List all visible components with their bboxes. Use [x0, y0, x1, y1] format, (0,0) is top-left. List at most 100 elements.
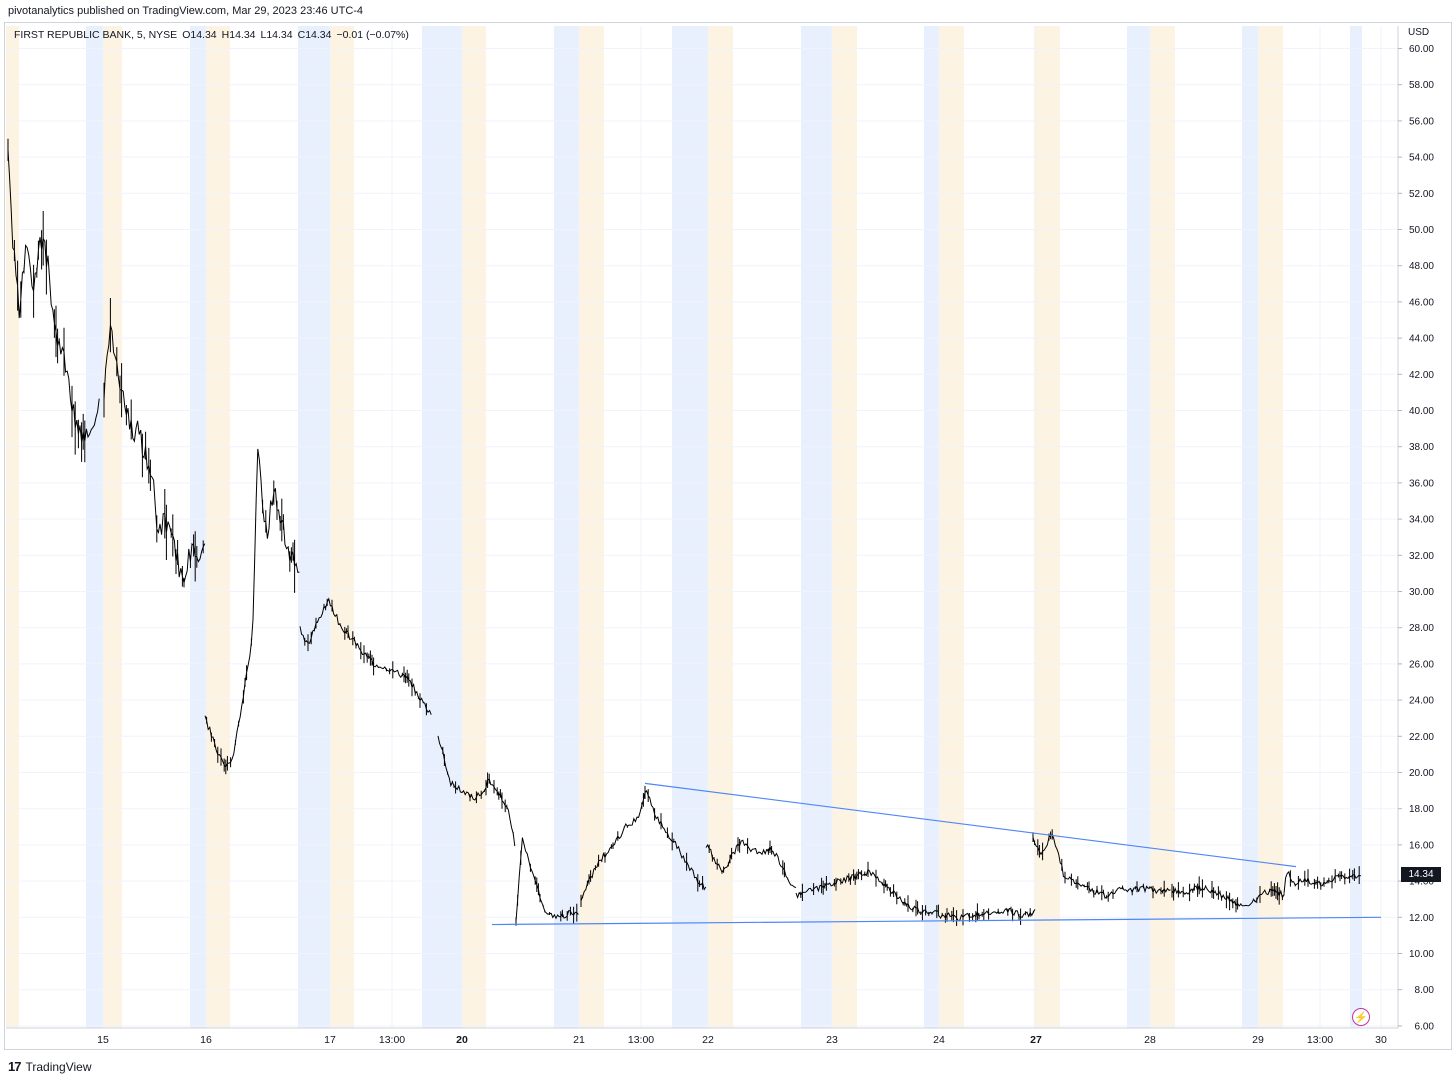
y-tick-label: 38.00: [1409, 442, 1434, 453]
afterhours-band: [6, 26, 19, 1028]
premarket-band: [422, 26, 462, 1028]
candle-session-27: [1032, 829, 1171, 902]
legend-symbol: FIRST REPUBLIC BANK, 5, NYSE: [14, 29, 178, 41]
x-tick-label: 15: [97, 1034, 109, 1046]
legend-high: H14.34: [221, 29, 256, 41]
last-price-tag: 14.34: [1401, 867, 1441, 883]
y-tick-label: 50.00: [1409, 225, 1434, 236]
y-tick-label: 18.00: [1409, 804, 1434, 815]
premarket-band: [801, 26, 832, 1028]
x-tick-label: 13:00: [1307, 1034, 1333, 1046]
premarket-band: [190, 26, 206, 1028]
y-tick-label: 22.00: [1409, 732, 1434, 743]
x-tick-label: 28: [1144, 1034, 1156, 1046]
y-tick-label: 20.00: [1409, 768, 1434, 779]
candle-session-21: [580, 785, 707, 907]
footer-brand[interactable]: 17 TradingView: [8, 1059, 92, 1074]
footer-brand-name: TradingView: [25, 1059, 92, 1074]
y-tick-label: 58.00: [1409, 80, 1434, 91]
candle-session-24: [938, 903, 1036, 926]
trendline-lower[interactable]: [491, 916, 1382, 926]
x-tick-label: 30: [1375, 1034, 1387, 1046]
y-tick-label: 54.00: [1409, 153, 1434, 164]
published-caption: pivotanalytics published on TradingView.…: [8, 5, 364, 17]
x-tick-label: 27: [1030, 1034, 1042, 1046]
y-tick-label: 34.00: [1409, 515, 1434, 526]
candle-session-20: [437, 735, 516, 847]
symbol-legend[interactable]: FIRST REPUBLIC BANK, 5, NYSE O14.34 H14.34…: [14, 29, 414, 41]
candle-session-14: [7, 138, 100, 463]
legend-low: L14.34: [260, 29, 293, 41]
session-bands: [6, 26, 1362, 1028]
y-tick-label: 56.00: [1409, 116, 1434, 127]
afterhours-band: [462, 26, 486, 1028]
candle-session-15: [103, 298, 206, 588]
candle-session-17: [299, 597, 432, 716]
y-tick-label: 30.00: [1409, 587, 1434, 598]
y-tick-label: 8.00: [1415, 985, 1435, 996]
y-tick-label: 10.00: [1409, 949, 1434, 960]
lightning-bolt-icon[interactable]: ⚡: [1352, 1008, 1370, 1026]
x-tick-label: 29: [1252, 1034, 1264, 1046]
x-tick-label: 22: [702, 1034, 714, 1046]
afterhours-band: [1258, 26, 1283, 1028]
afterhours-band: [1150, 26, 1175, 1028]
candle-session-23: [795, 861, 939, 921]
currency-label: USD: [1408, 27, 1430, 38]
y-tick-label: 44.00: [1409, 334, 1434, 345]
candle-session-29: [1283, 866, 1362, 894]
y-tick-label: 52.00: [1409, 189, 1434, 200]
candle-session-16: [204, 448, 300, 775]
afterhours-band: [708, 26, 733, 1028]
afterhours-band: [579, 26, 604, 1028]
y-tick-label: 24.00: [1409, 696, 1434, 707]
premarket-band: [86, 26, 103, 1028]
y-tick-label: 48.00: [1409, 261, 1434, 272]
premarket-band: [924, 26, 939, 1028]
x-tick-label: 13:00: [628, 1034, 654, 1046]
trendline-upper[interactable]: [644, 782, 1297, 868]
afterhours-band: [939, 26, 964, 1028]
y-tick-label: 42.00: [1409, 370, 1434, 381]
afterhours-band: [1034, 26, 1060, 1028]
chart-frame: [4, 22, 1452, 1050]
x-tick-label: 20: [456, 1034, 468, 1046]
x-tick-label: 23: [826, 1034, 838, 1046]
candle-series: [7, 138, 1362, 926]
afterhours-band: [206, 26, 230, 1028]
legend-change: −0.01 (−0.07%): [336, 29, 409, 41]
tradingview-logo-icon: 17: [8, 1059, 22, 1074]
y-tick-label: 12.00: [1409, 913, 1434, 924]
premarket-band: [1242, 26, 1258, 1028]
y-tick-label: 6.00: [1415, 1021, 1435, 1032]
candle-session-28: [1171, 876, 1285, 913]
y-tick-label: 32.00: [1409, 551, 1434, 562]
premarket-band: [1350, 26, 1362, 1028]
x-tick-label: 17: [324, 1034, 336, 1046]
x-tick-label: 13:00: [379, 1034, 405, 1046]
grid-lines: [6, 26, 1398, 1028]
afterhours-band: [330, 26, 354, 1028]
y-tick-label: 16.00: [1409, 840, 1434, 851]
x-tick-label: 16: [200, 1034, 212, 1046]
y-tick-label: 46.00: [1409, 297, 1434, 308]
premarket-band: [298, 26, 330, 1028]
price-axis: 60.00 58.00 56.00 54.00 52.00 50.00 48.00 46.00…: [1397, 26, 1435, 1032]
x-tick-label: 21: [573, 1034, 585, 1046]
afterhours-band: [103, 26, 122, 1028]
time-axis: 15 16 17 13:00 20 21 13:00 22 23 24 27 28 29 13:00 30: [6, 1027, 1398, 1046]
x-tick-label: 24: [933, 1034, 945, 1046]
candle-session-22: [705, 837, 797, 888]
premarket-band: [554, 26, 579, 1028]
legend-close: C14.34: [297, 29, 332, 41]
trendlines: [491, 782, 1382, 926]
candle-session-20b: [515, 837, 579, 926]
y-tick-label: 40.00: [1409, 406, 1434, 417]
y-tick-label: 60.00: [1409, 44, 1434, 55]
y-tick-label: 36.00: [1409, 478, 1434, 489]
legend-open: O14.34: [182, 29, 217, 41]
y-tick-label: 28.00: [1409, 623, 1434, 634]
y-tick-label: 26.00: [1409, 659, 1434, 670]
premarket-band: [1127, 26, 1150, 1028]
